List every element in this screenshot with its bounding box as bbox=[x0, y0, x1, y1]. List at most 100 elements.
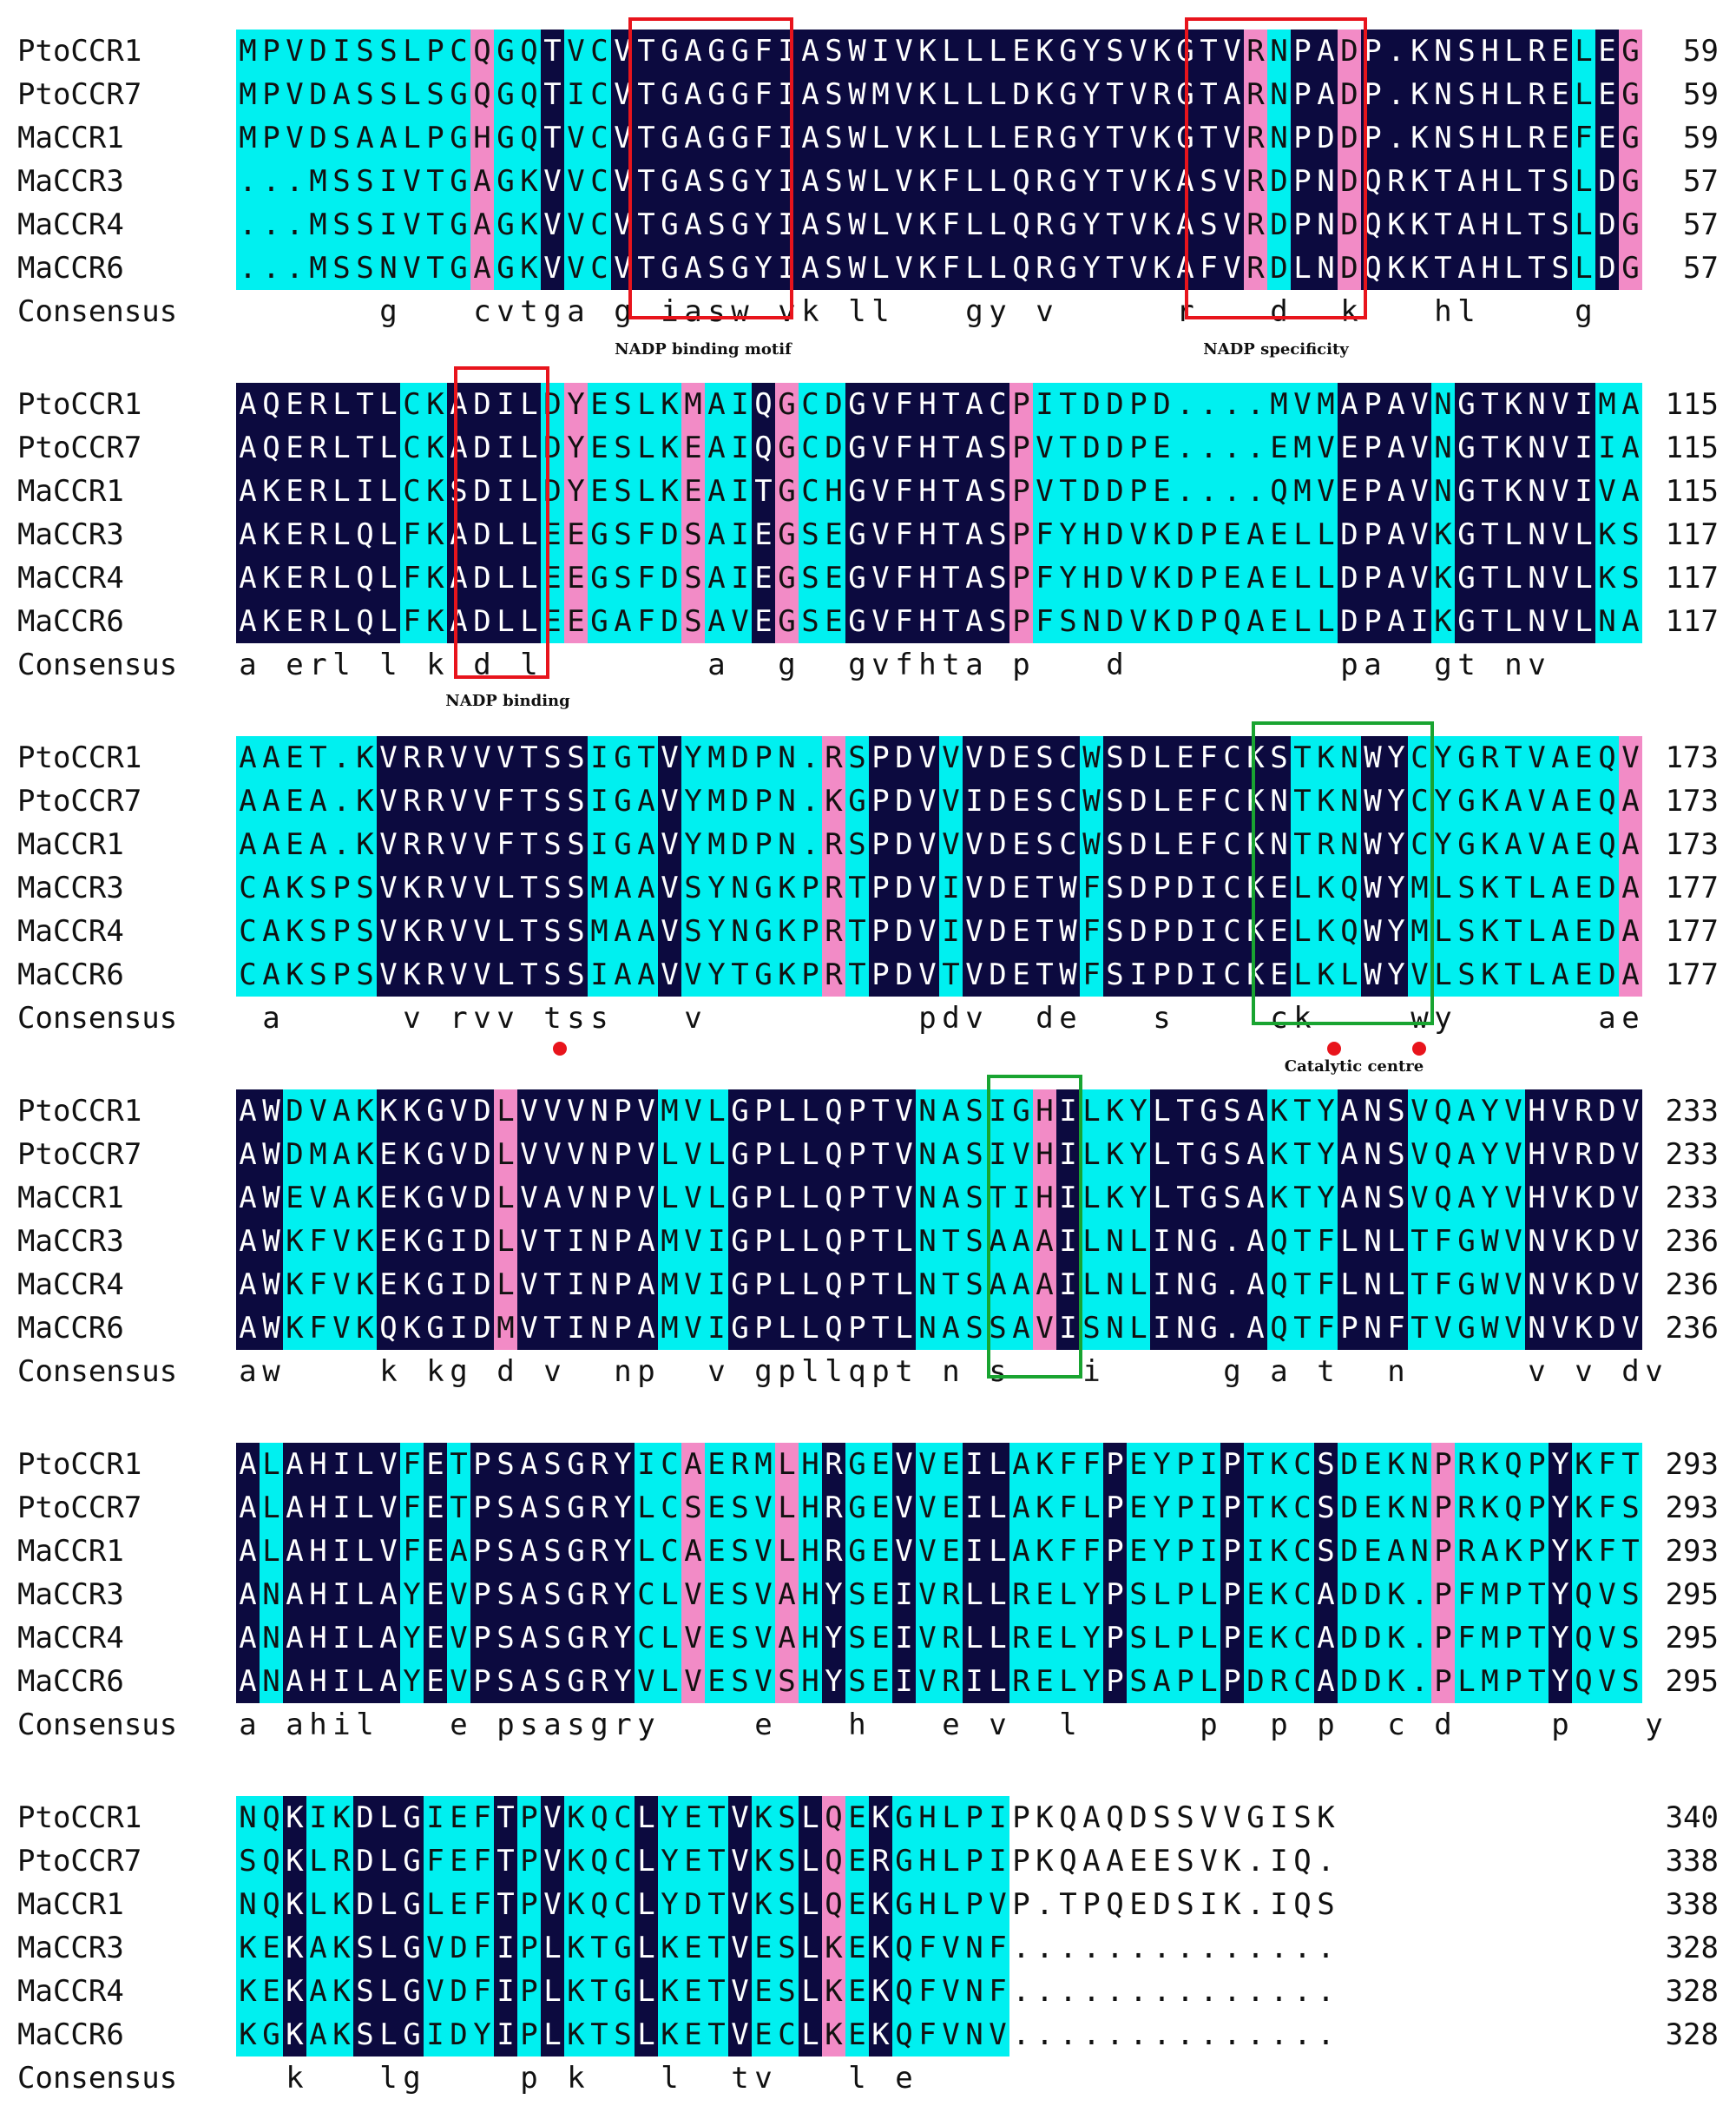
residue-position: 293 bbox=[1665, 1447, 1719, 1482]
residue: E bbox=[1244, 1573, 1267, 1616]
residue: K bbox=[353, 1089, 377, 1133]
residue: R bbox=[424, 866, 447, 910]
residue: S bbox=[353, 203, 377, 247]
residue: N bbox=[588, 1306, 611, 1350]
residue: . bbox=[1220, 1306, 1244, 1350]
residue: S bbox=[1455, 30, 1478, 73]
residue: V bbox=[939, 1926, 963, 1970]
residue: A bbox=[635, 823, 658, 866]
residue: Y bbox=[1549, 1530, 1572, 1573]
residue: P bbox=[1291, 116, 1314, 160]
residue: G bbox=[564, 1616, 588, 1660]
residue: Q bbox=[1572, 1573, 1595, 1616]
residue: P bbox=[869, 736, 892, 780]
residue: L bbox=[658, 1573, 681, 1616]
residue: K bbox=[1431, 600, 1455, 643]
residue: E bbox=[1267, 513, 1291, 556]
residue: . bbox=[260, 203, 283, 247]
residue: D bbox=[1338, 600, 1361, 643]
residue: T bbox=[1103, 160, 1127, 203]
residue: K bbox=[283, 866, 306, 910]
residue: Y bbox=[1314, 1176, 1338, 1220]
residue: T bbox=[1291, 823, 1314, 866]
residue: K bbox=[260, 513, 283, 556]
residue: T bbox=[424, 203, 447, 247]
residue: L bbox=[986, 1573, 1009, 1616]
residue: T bbox=[939, 1263, 963, 1306]
residue: A bbox=[611, 866, 635, 910]
residue: P bbox=[752, 1176, 775, 1220]
residue: Y bbox=[658, 1839, 681, 1883]
residue: S bbox=[775, 1970, 799, 2013]
residue: V bbox=[564, 203, 588, 247]
residue: N bbox=[775, 736, 799, 780]
residue: V bbox=[470, 736, 494, 780]
residue-position: 59 bbox=[1683, 34, 1719, 69]
residue: V bbox=[1595, 1660, 1619, 1703]
residue: G bbox=[611, 1970, 635, 2013]
residue: M bbox=[658, 1263, 681, 1306]
residue: W bbox=[260, 1133, 283, 1176]
residue: S bbox=[1153, 1800, 1171, 1835]
residue: V bbox=[752, 1573, 775, 1616]
residue: V bbox=[1549, 600, 1572, 643]
residue: L bbox=[799, 1263, 822, 1306]
residue: . bbox=[1197, 470, 1220, 513]
residue: K bbox=[916, 247, 939, 290]
consensus-residue: g bbox=[403, 2061, 421, 2096]
residue: P bbox=[517, 1926, 541, 1970]
consensus-label: Consensus bbox=[17, 1354, 178, 1389]
residue: Q bbox=[260, 383, 283, 426]
residue: W bbox=[845, 73, 869, 116]
residue: V bbox=[447, 823, 470, 866]
catalytic-centre-label: Catalytic centre bbox=[1284, 1057, 1424, 1076]
residue: E bbox=[1009, 823, 1033, 866]
residue: A bbox=[470, 247, 494, 290]
residue: . bbox=[1176, 2017, 1194, 2052]
residue: V bbox=[681, 1306, 705, 1350]
residue: A bbox=[963, 556, 986, 600]
residue: T bbox=[635, 247, 658, 290]
residue: G bbox=[658, 203, 681, 247]
residue: A bbox=[1455, 203, 1478, 247]
residue: A bbox=[1244, 600, 1267, 643]
residue: E bbox=[447, 1883, 470, 1926]
nadp-binding-label: NADP binding bbox=[445, 692, 570, 710]
residue: L bbox=[1338, 1263, 1361, 1306]
residue: A bbox=[1384, 600, 1408, 643]
residue: E bbox=[845, 1839, 869, 1883]
residue: R bbox=[1150, 73, 1174, 116]
residue: V bbox=[1408, 1133, 1431, 1176]
residue: S bbox=[1127, 1660, 1150, 1703]
consensus-residue: v bbox=[496, 1001, 515, 1036]
residue: . bbox=[1106, 2017, 1124, 2052]
residue: A bbox=[236, 780, 260, 823]
residue: H bbox=[799, 1660, 822, 1703]
residue: H bbox=[1478, 73, 1502, 116]
residue: E bbox=[1033, 1573, 1056, 1616]
residue: T bbox=[845, 866, 869, 910]
residue: V bbox=[1525, 780, 1549, 823]
sequence-row: PtoCCR1 A L A H I L V F E T P S A S G R Y I C A E R M L H R G E V V E I L… bbox=[0, 1443, 1736, 1486]
residue: G bbox=[564, 1573, 588, 1616]
residue: A bbox=[1619, 383, 1642, 426]
residue: I bbox=[1572, 470, 1595, 513]
consensus-residue: p bbox=[778, 1354, 796, 1389]
residue: G bbox=[494, 116, 517, 160]
residue: N bbox=[1174, 1306, 1197, 1350]
residue: A bbox=[1549, 953, 1572, 997]
residue: V bbox=[541, 1883, 564, 1926]
residue: E bbox=[752, 1926, 775, 1970]
sequence-row: PtoCCR7 S Q K L R D L G F E F T P V K Q C L Y E T V K S L Q E R G H L P I… bbox=[0, 1839, 1736, 1883]
residue: D bbox=[447, 1926, 470, 1970]
consensus-residue: v bbox=[473, 1001, 491, 1036]
residue: V bbox=[728, 1839, 752, 1883]
residue: N bbox=[1525, 1263, 1549, 1306]
residue: V bbox=[564, 1133, 588, 1176]
residue: L bbox=[1127, 1306, 1150, 1350]
residue: D bbox=[1338, 30, 1361, 73]
residue: P bbox=[260, 73, 283, 116]
residue: R bbox=[939, 1660, 963, 1703]
residue: G bbox=[1197, 1089, 1220, 1133]
consensus-residue: n bbox=[1387, 1354, 1405, 1389]
